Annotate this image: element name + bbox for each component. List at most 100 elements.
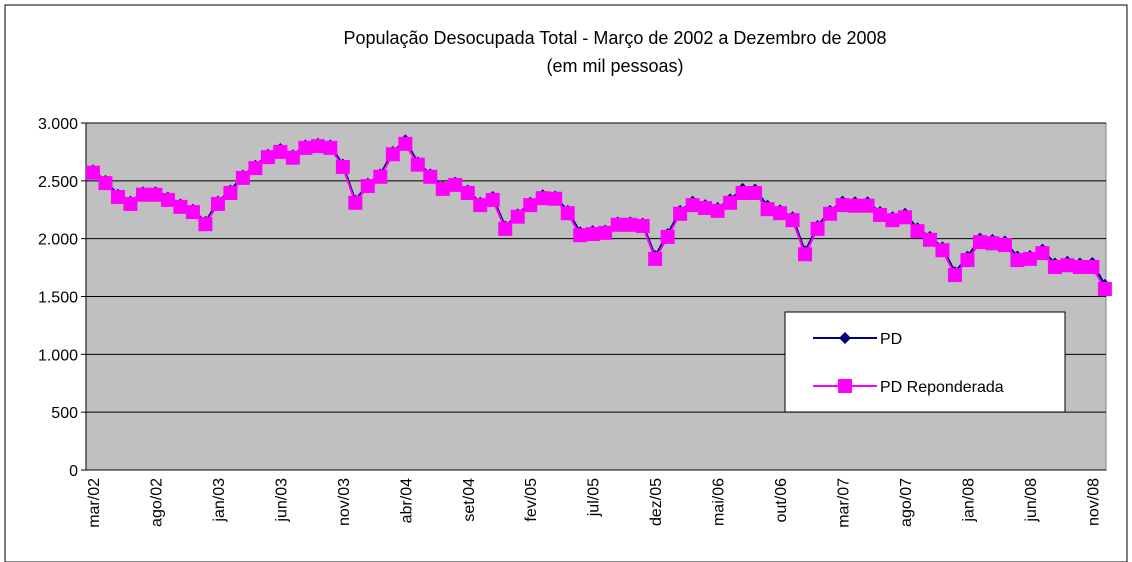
data-point — [848, 198, 863, 213]
data-point — [835, 198, 850, 213]
data-point — [997, 238, 1012, 253]
data-point — [98, 176, 113, 191]
data-point — [735, 185, 750, 200]
data-point — [398, 136, 413, 151]
data-point — [573, 228, 588, 243]
data-point — [535, 191, 550, 206]
data-point — [448, 177, 463, 192]
data-point — [823, 206, 838, 221]
x-tick-label: out/06 — [773, 478, 790, 523]
data-point — [635, 218, 650, 233]
y-tick-label: 0 — [69, 463, 78, 480]
data-point — [310, 139, 325, 154]
data-point — [810, 221, 825, 236]
data-point — [373, 169, 388, 184]
data-point — [385, 147, 400, 162]
data-point — [235, 170, 250, 185]
y-tick-label: 2.500 — [38, 174, 78, 191]
series — [86, 136, 1112, 296]
data-point — [485, 192, 500, 207]
data-point — [1035, 246, 1050, 261]
data-point — [885, 213, 900, 228]
data-point — [873, 207, 888, 222]
y-tick-label: 2.000 — [38, 232, 78, 249]
data-point — [660, 229, 675, 244]
x-tick-label: jan/03 — [211, 478, 228, 523]
legend-label: PD — [880, 331, 902, 348]
data-point — [623, 217, 638, 232]
data-point — [1010, 253, 1025, 268]
data-point — [860, 198, 875, 213]
data-point — [523, 198, 538, 213]
data-point — [185, 205, 200, 220]
data-point — [135, 187, 150, 202]
data-point — [548, 191, 563, 206]
data-point — [972, 235, 987, 250]
data-point — [985, 236, 1000, 251]
data-point — [198, 217, 213, 232]
data-point — [423, 169, 438, 184]
y-tick-label: 1.000 — [38, 347, 78, 364]
data-point — [360, 179, 375, 194]
chart-subtitle: (em mil pessoas) — [546, 56, 683, 76]
data-point — [1097, 281, 1112, 296]
data-point — [723, 195, 738, 210]
data-point — [285, 150, 300, 165]
data-point — [298, 140, 313, 155]
data-point — [435, 181, 450, 196]
data-point — [173, 199, 188, 214]
data-point — [760, 202, 775, 217]
y-tick-label: 500 — [51, 405, 78, 422]
x-tick-label: mar/07 — [836, 478, 853, 528]
data-point — [773, 206, 788, 221]
x-tick-label: jan/08 — [960, 478, 977, 523]
x-tick-label: dez/05 — [648, 478, 665, 526]
data-point — [260, 150, 275, 165]
data-point — [648, 251, 663, 266]
data-point — [935, 243, 950, 258]
x-tick-label: jun/03 — [273, 478, 290, 523]
data-point — [685, 198, 700, 213]
legend-marker — [838, 379, 852, 393]
data-point — [910, 224, 925, 239]
x-tick-label: jun/08 — [1023, 478, 1040, 523]
data-point — [86, 165, 100, 180]
data-point — [585, 227, 600, 242]
data-point — [922, 232, 937, 247]
x-tick-label: fev/05 — [523, 478, 540, 522]
data-point — [673, 206, 688, 221]
data-point — [510, 209, 525, 224]
data-point — [710, 203, 725, 218]
data-point — [348, 195, 363, 210]
x-tick-label: ago/07 — [898, 478, 915, 527]
data-point — [1060, 258, 1075, 273]
legend: PD PD Reponderada — [784, 311, 1066, 413]
x-tick-label: mai/06 — [711, 478, 728, 526]
data-point — [323, 140, 338, 155]
x-tick-label: mar/02 — [86, 478, 103, 528]
data-point — [898, 210, 913, 225]
data-point — [748, 185, 763, 200]
data-point — [560, 206, 575, 221]
chart-title: População Desocupada Total - Março de 20… — [343, 28, 886, 48]
data-point — [1047, 260, 1062, 275]
data-point — [273, 144, 288, 159]
x-tick-label: jul/05 — [586, 478, 603, 517]
data-point — [410, 157, 425, 172]
legend-marker — [839, 332, 851, 344]
data-point — [160, 192, 175, 207]
data-point — [1022, 251, 1037, 266]
x-tick-label: ago/02 — [148, 478, 165, 527]
data-point — [460, 185, 475, 200]
data-point — [1085, 260, 1100, 275]
data-point — [148, 187, 163, 202]
data-point — [473, 198, 488, 213]
data-point — [610, 217, 625, 232]
data-point — [1072, 260, 1087, 275]
data-point — [110, 190, 125, 205]
data-point — [698, 201, 713, 216]
data-point — [960, 253, 975, 268]
x-tick-label: nov/03 — [336, 478, 353, 526]
data-point — [947, 268, 962, 283]
